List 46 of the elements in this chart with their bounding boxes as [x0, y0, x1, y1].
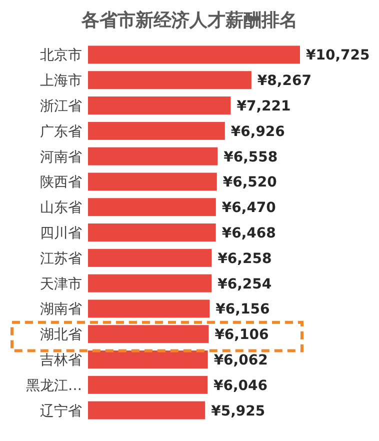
y-tick-label: 湖南省 — [40, 302, 82, 318]
data-label: ¥6,470 — [222, 200, 276, 216]
y-tick-label: 江苏省 — [40, 250, 82, 267]
y-tick-label: 黑龙江… — [26, 378, 82, 394]
data-label: ¥8,267 — [257, 73, 312, 90]
data-label: ¥7,221 — [236, 98, 291, 114]
data-label: ¥6,046 — [214, 378, 268, 394]
data-label: ¥10,725 — [306, 48, 370, 64]
bar — [88, 172, 217, 191]
data-label: ¥6,520 — [222, 174, 278, 191]
bar — [88, 224, 216, 242]
y-tick-label: 辽宁省 — [40, 403, 82, 420]
y-tick-label: 上海市 — [40, 73, 82, 90]
data-label: ¥6,926 — [230, 124, 285, 140]
y-tick-label: 吉林省 — [40, 352, 82, 368]
y-tick-label: 湖北省 — [40, 327, 82, 344]
data-label: ¥6,468 — [222, 226, 276, 242]
bar — [88, 300, 210, 318]
y-tick-label: 河南省 — [40, 149, 82, 166]
y-tick-label: 山东省 — [40, 200, 82, 216]
bar — [88, 350, 208, 368]
y-tick-label: 广东省 — [40, 124, 82, 140]
y-tick-label: 天津市 — [40, 276, 82, 292]
data-label: ¥6,258 — [218, 250, 272, 267]
bar — [88, 376, 208, 394]
data-label: ¥5,925 — [211, 403, 266, 420]
bar — [88, 71, 252, 90]
bar — [88, 248, 212, 267]
bar — [88, 198, 216, 216]
y-tick-label: 陕西省 — [40, 174, 82, 191]
data-label: ¥6,062 — [214, 352, 268, 368]
bar — [88, 274, 212, 292]
y-tick-label: 北京市 — [40, 48, 82, 64]
data-label: ¥6,558 — [224, 149, 278, 166]
data-label: ¥6,156 — [216, 302, 270, 318]
bar — [88, 46, 300, 64]
bar — [88, 122, 225, 140]
chart-title: 各省市新经济人才薪酬排名 — [80, 10, 298, 31]
bar — [88, 96, 231, 114]
data-label: ¥6,106 — [214, 327, 269, 344]
bar — [88, 401, 206, 420]
data-label: ¥6,254 — [218, 276, 272, 292]
bar — [88, 147, 218, 166]
y-tick-label: 浙江省 — [40, 98, 82, 114]
y-tick-label: 四川省 — [40, 226, 82, 242]
bar — [88, 325, 209, 344]
